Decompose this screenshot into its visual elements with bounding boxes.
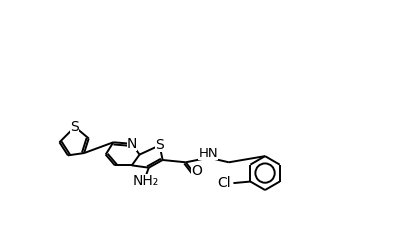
Text: NH₂: NH₂: [133, 174, 159, 188]
Text: S: S: [155, 138, 164, 152]
Text: O: O: [191, 164, 202, 178]
Text: Cl: Cl: [217, 176, 231, 190]
Text: S: S: [71, 120, 79, 134]
Text: HN: HN: [198, 147, 218, 160]
Text: N: N: [127, 137, 137, 151]
